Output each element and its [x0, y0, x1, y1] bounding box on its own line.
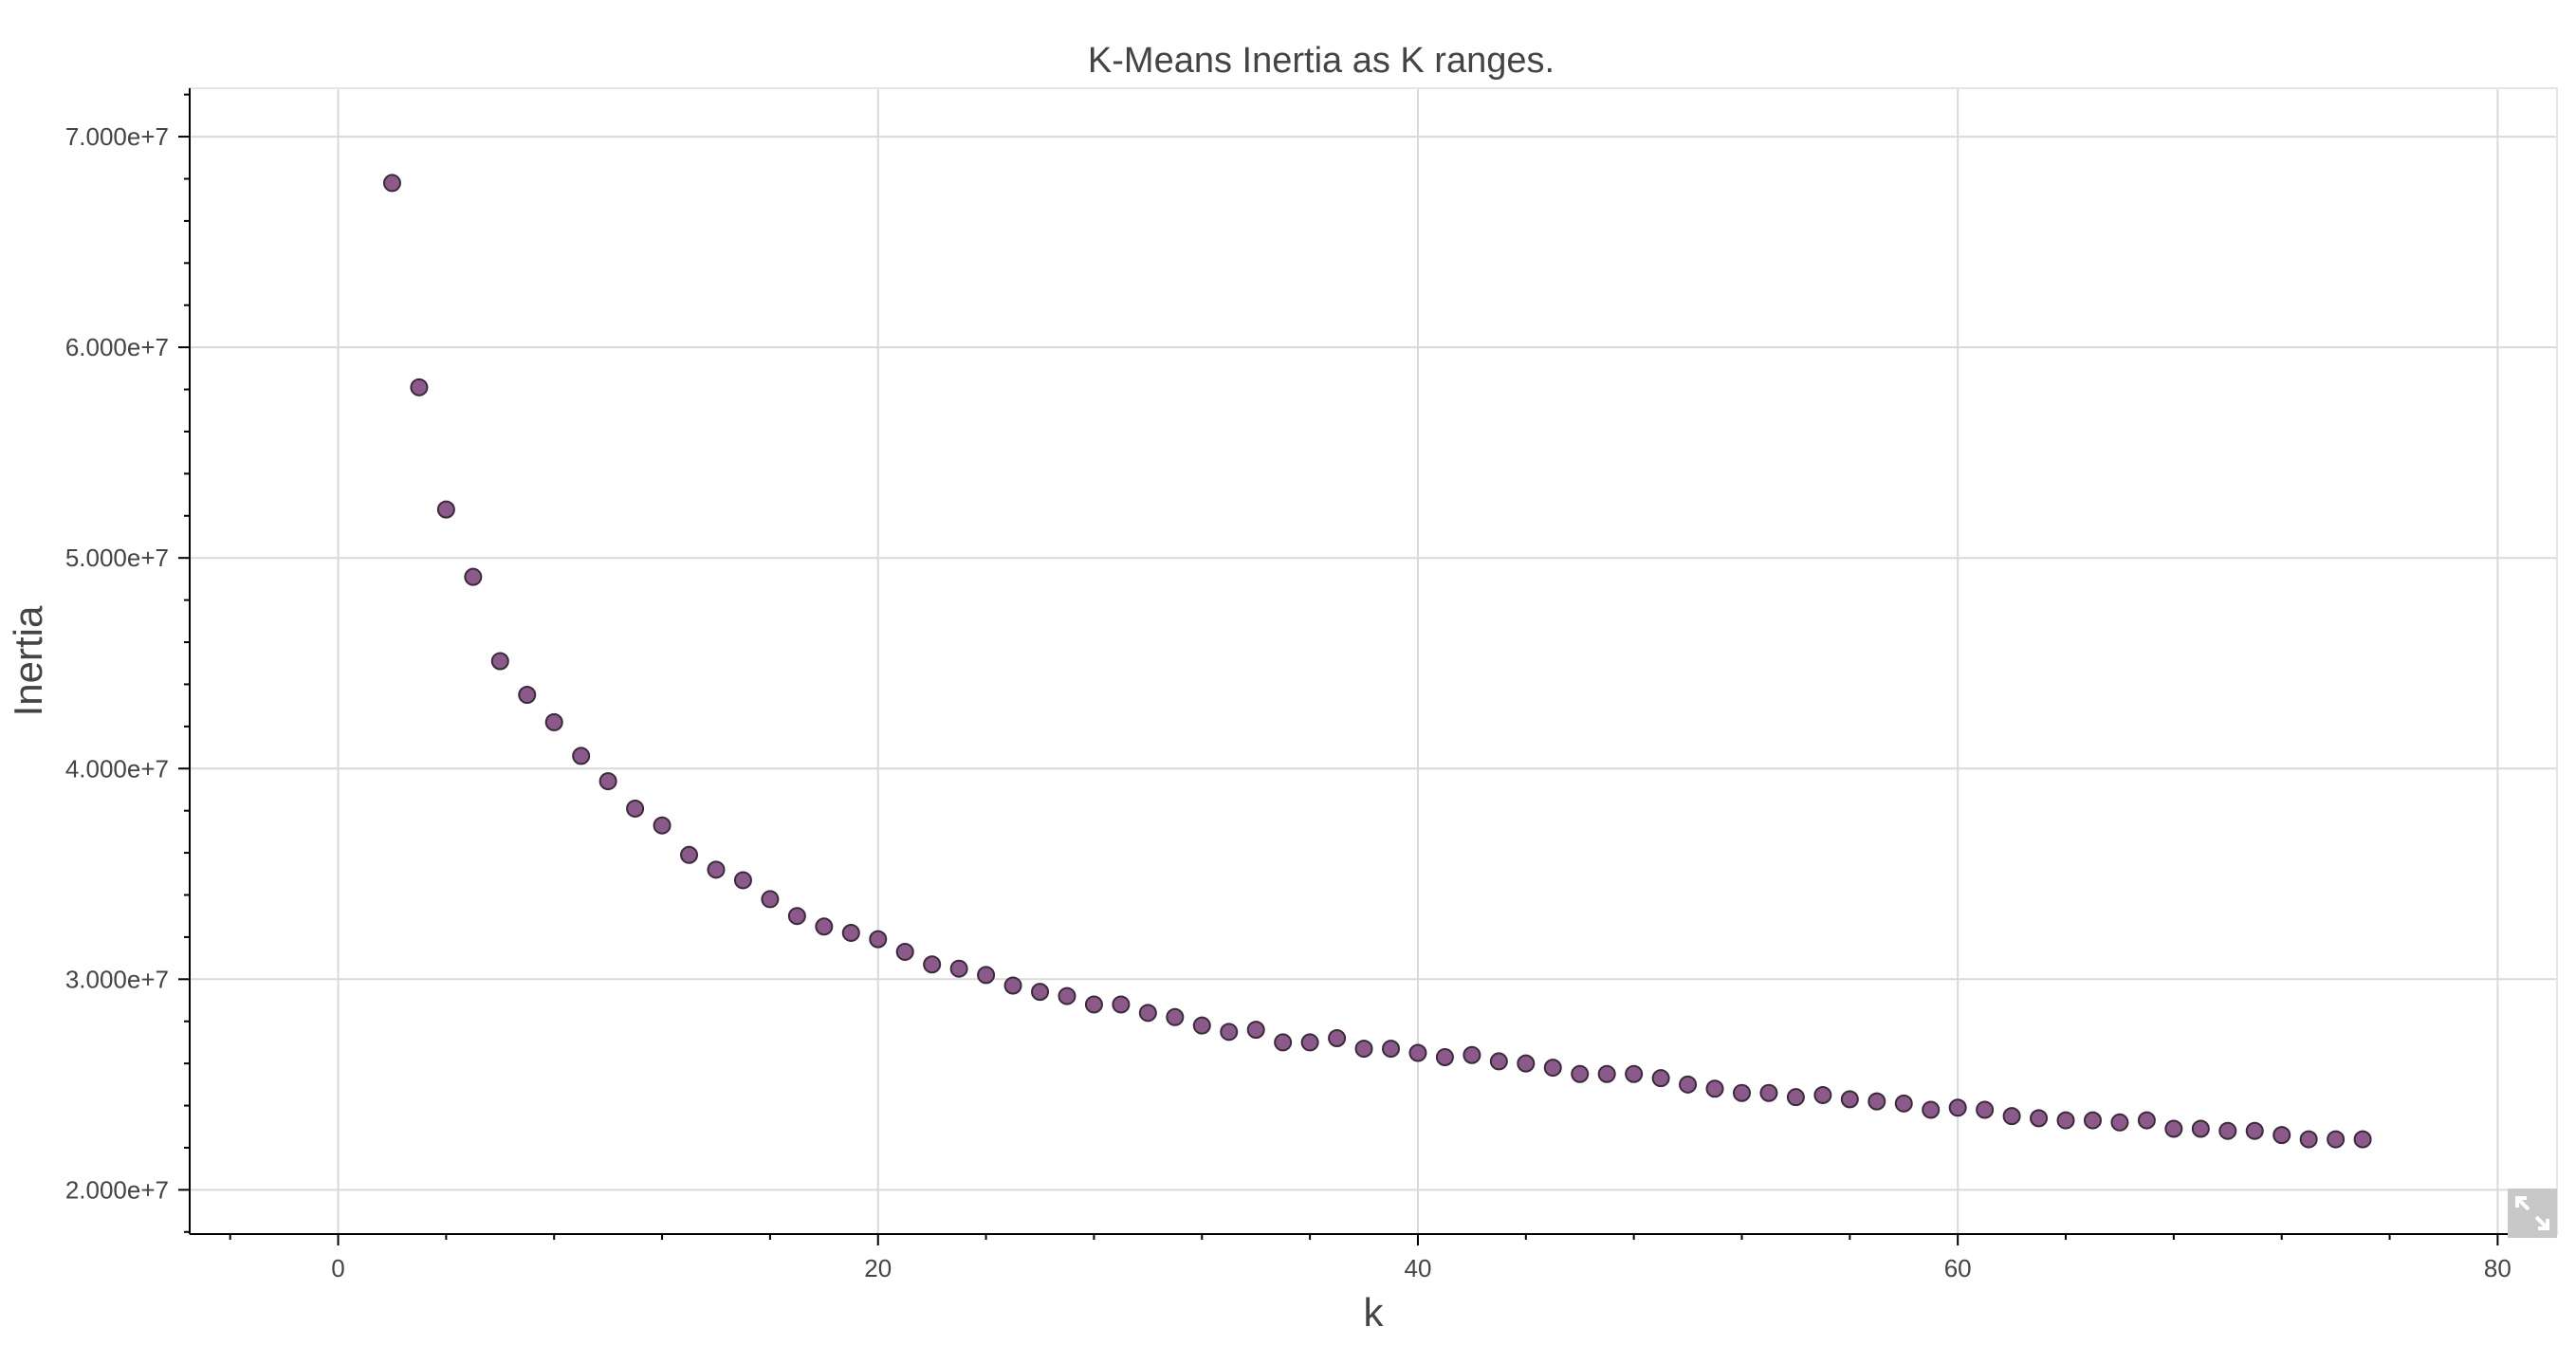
plot-frame [189, 87, 2558, 1235]
scatter-point [2272, 1126, 2291, 1145]
scatter-point [1300, 1033, 1319, 1052]
x-tick-label: 20 [864, 1254, 892, 1282]
scatter-point [518, 686, 537, 705]
axes: 0 20 40 60 80 2.000e+7 3.000e+7 4.000e+7 5.000e+… [65, 88, 2557, 1282]
scatter-point [1922, 1100, 1941, 1119]
scatter-point [2218, 1121, 2237, 1140]
scatter-point [1651, 1069, 1670, 1088]
scatter-points [382, 174, 2372, 1149]
scatter-point [1597, 1064, 1616, 1083]
x-tick-label: 80 [2484, 1254, 2512, 1282]
y-tick-label: 4.000e+7 [65, 754, 169, 783]
y-axis-label: Inertia [6, 605, 50, 716]
y-tick-label: 7.000e+7 [65, 122, 169, 151]
scatter-point [1976, 1100, 1995, 1119]
scatter-point [490, 652, 509, 671]
scatter-point [1328, 1028, 1347, 1047]
scatter-point [1868, 1092, 1886, 1111]
y-tick-label: 5.000e+7 [65, 544, 169, 572]
scatter-point [1435, 1047, 1454, 1066]
scatter-point [1166, 1007, 1185, 1026]
scatter-point [1138, 1004, 1157, 1023]
scatter-point [1705, 1079, 1724, 1098]
scatter-point [1489, 1052, 1508, 1071]
scatter-point [1246, 1021, 1265, 1040]
scatter-point [1786, 1088, 1805, 1107]
scatter-point [733, 871, 752, 890]
scatter-point [2245, 1121, 2264, 1140]
scatter-point [1732, 1083, 1751, 1102]
x-axis-label: k [1364, 1290, 1385, 1335]
scatter-point [572, 747, 591, 765]
scatter-point [707, 860, 726, 879]
scatter-point [1517, 1054, 1536, 1073]
scatter-point [1679, 1075, 1698, 1094]
scatter-point [1031, 983, 1050, 1002]
scatter-point [1543, 1059, 1562, 1078]
scatter-point [410, 378, 429, 396]
scatter-point [2353, 1130, 2372, 1149]
scatter-point [1058, 986, 1076, 1005]
scatter-point [436, 500, 455, 519]
scatter-point [815, 917, 834, 936]
y-tick-label: 6.000e+7 [65, 333, 169, 361]
scatter-point [761, 890, 780, 909]
scatter-point [1192, 1016, 1211, 1035]
reset-zoom-button-bg[interactable] [2508, 1189, 2557, 1238]
scatter-point [1381, 1040, 1400, 1059]
scatter-point [1813, 1085, 1832, 1104]
scatter-point [626, 799, 645, 818]
reset-zoom-button[interactable] [2508, 1189, 2557, 1238]
scatter-point [1112, 995, 1131, 1014]
scatter-point [2191, 1119, 2210, 1138]
y-tick-label: 3.000e+7 [65, 965, 169, 993]
scatter-point [895, 942, 914, 961]
scatter-point [841, 923, 860, 942]
scatter-point [977, 966, 996, 985]
scatter-point [382, 174, 401, 193]
scatter-point [2137, 1111, 2156, 1130]
scatter-point [2110, 1113, 2129, 1132]
scatter-point [2030, 1109, 2049, 1128]
y-tick-label: 2.000e+7 [65, 1175, 169, 1204]
scatter-point [544, 712, 563, 731]
x-tick-label: 40 [1404, 1254, 1431, 1282]
scatter-point [1003, 976, 1022, 995]
scatter-point [653, 816, 672, 835]
scatter-point [1408, 1043, 1427, 1062]
scatter-point [2002, 1107, 2021, 1126]
scatter-point [680, 845, 699, 864]
chart-title: K-Means Inertia as K ranges. [1088, 41, 1555, 81]
scatter-point [1840, 1090, 1859, 1109]
scatter-point [1759, 1083, 1778, 1102]
scatter-point [1463, 1045, 1481, 1064]
scatter-point [1084, 995, 1103, 1014]
scatter-point [949, 959, 968, 978]
scatter-point [1274, 1033, 1293, 1052]
scatter-point [2056, 1111, 2075, 1130]
scatter-point [869, 930, 888, 949]
scatter-point [1625, 1064, 1644, 1083]
scatter-point [2083, 1111, 2102, 1130]
scatter-point [787, 907, 806, 926]
scatter-point [2327, 1130, 2346, 1149]
scatter-point [1220, 1023, 1239, 1042]
x-tick-label: 60 [1944, 1254, 1972, 1282]
scatter-point [1571, 1064, 1590, 1083]
grid [190, 88, 2557, 1234]
scatter-point [464, 567, 483, 586]
expand-arrows-icon [2515, 1196, 2549, 1230]
scatter-point [1948, 1098, 1967, 1117]
scatter-point [2299, 1130, 2318, 1149]
scatter-point [1354, 1040, 1373, 1059]
scatter-point [2164, 1119, 2183, 1138]
scatter-point [598, 772, 617, 791]
scatter-point [923, 955, 942, 974]
scatter-point [1894, 1094, 1913, 1113]
x-tick-label: 0 [331, 1254, 344, 1282]
